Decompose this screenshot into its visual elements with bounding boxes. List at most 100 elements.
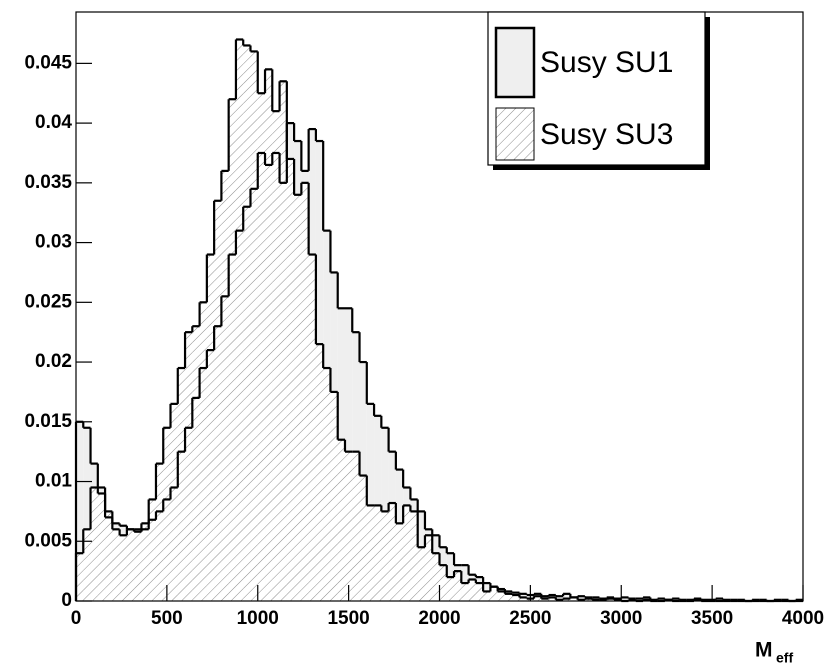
histogram-bar xyxy=(395,523,404,601)
histogram-bar xyxy=(177,368,186,601)
y-tick-label: 0.01 xyxy=(35,471,72,492)
histogram-bar xyxy=(584,598,593,601)
histogram-bar xyxy=(83,529,91,601)
histogram-bar xyxy=(359,475,367,601)
histogram-bar xyxy=(388,503,396,601)
histogram-bar xyxy=(410,511,418,601)
x-tick-label: 2500 xyxy=(509,608,551,629)
histogram-bar xyxy=(490,586,498,601)
histogram-bar xyxy=(286,158,295,601)
histogram-bar xyxy=(105,511,113,601)
histogram-bar xyxy=(301,182,309,602)
histogram-bar xyxy=(475,583,484,601)
histogram-bar xyxy=(563,593,571,601)
histogram-bar xyxy=(337,439,345,601)
histogram-bar xyxy=(563,598,571,601)
x-tick-label: 2000 xyxy=(418,608,460,629)
histogram-bar xyxy=(250,51,258,601)
histogram-bar xyxy=(534,596,542,601)
histogram-bar xyxy=(155,463,164,601)
histogram-bar xyxy=(504,593,513,601)
histogram-bar xyxy=(352,451,360,601)
y-tick-label: 0.03 xyxy=(35,232,72,253)
y-tick-label: 0.035 xyxy=(24,172,72,193)
histogram-bar xyxy=(381,511,389,601)
x-axis-label: M xyxy=(755,639,773,662)
histogram-bar xyxy=(170,403,178,601)
histogram-bar xyxy=(577,596,585,601)
histogram-bar xyxy=(512,595,520,601)
axes: 0 0.005 0.01 0.015 0.02 0.025 0.03 0.035 0.04 0.0… xyxy=(24,11,824,629)
x-tick-label: 3500 xyxy=(691,608,733,629)
histogram-bar xyxy=(541,598,549,601)
histogram-bar xyxy=(323,368,331,601)
histogram-bar xyxy=(76,553,84,601)
histogram-bar xyxy=(672,598,680,601)
histogram-bar xyxy=(97,493,106,601)
legend-label: Susy SU1 xyxy=(540,46,673,79)
histogram-bar xyxy=(294,194,302,602)
histogram-bar xyxy=(199,302,207,601)
histogram-bar xyxy=(366,505,375,601)
x-tick-label: 3000 xyxy=(600,608,642,629)
histogram-bar xyxy=(83,427,91,601)
histogram-bar xyxy=(308,254,316,601)
histogram-bar xyxy=(366,403,375,601)
histogram-bar xyxy=(519,597,527,601)
histogram-bar xyxy=(657,598,665,601)
histogram-bar xyxy=(148,499,156,601)
histogram-bar xyxy=(330,391,338,601)
histogram-bar xyxy=(221,170,229,602)
histogram-bar xyxy=(134,531,142,601)
plot-area xyxy=(74,38,803,603)
histogram-bar xyxy=(119,535,127,601)
histogram-bar xyxy=(606,598,614,601)
histogram-bar xyxy=(454,571,462,601)
histogram-bar xyxy=(235,39,244,602)
histogram-bar xyxy=(555,596,564,601)
y-tick-label: 0.045 xyxy=(24,52,72,73)
x-axis-label-subscript: eff xyxy=(776,650,793,664)
histogram-bar xyxy=(497,591,505,601)
histogram-bar xyxy=(163,427,171,601)
histogram-bar xyxy=(621,597,629,601)
histogram-bar xyxy=(214,200,222,602)
histogram-bar xyxy=(206,254,215,601)
histogram-bar xyxy=(185,332,193,601)
histogram-bar xyxy=(417,547,425,601)
histogram-bar xyxy=(468,579,476,601)
histogram-bar xyxy=(439,565,447,601)
histogram-bar xyxy=(192,326,200,601)
histogram-bar xyxy=(112,529,120,601)
histogram-bar xyxy=(446,577,455,601)
x-tick-label: 1000 xyxy=(237,608,279,629)
y-tick-label: 0.005 xyxy=(24,530,72,551)
histogram-bar xyxy=(548,597,556,601)
histogram-bar xyxy=(570,597,578,601)
histogram-bar xyxy=(228,99,236,601)
histogram-bar xyxy=(141,523,149,601)
histogram-bar xyxy=(403,505,411,601)
histogram-bar xyxy=(315,344,324,601)
histogram-bar xyxy=(265,69,273,601)
y-tick-label: 0.04 xyxy=(35,112,72,133)
y-tick-label: 0.015 xyxy=(24,411,72,432)
y-tick-label: 0 xyxy=(61,590,72,611)
histogram-bar xyxy=(126,529,135,601)
x-tick-label: 4000 xyxy=(782,608,824,629)
histogram-bar xyxy=(715,598,724,601)
x-tick-label: 1500 xyxy=(327,608,369,629)
legend-swatch xyxy=(494,26,536,99)
histogram-bar xyxy=(90,487,98,601)
histogram-bar xyxy=(635,598,644,601)
legend: Susy SU1 Susy SU3 xyxy=(487,11,710,170)
histogram-bar xyxy=(243,45,251,601)
histogram-bar xyxy=(76,421,84,601)
histogram-bar xyxy=(461,583,469,601)
histogram-bar xyxy=(279,81,287,601)
histogram-bar xyxy=(257,93,266,601)
legend-label: Susy SU3 xyxy=(540,118,673,151)
histogram-bar xyxy=(432,553,440,601)
